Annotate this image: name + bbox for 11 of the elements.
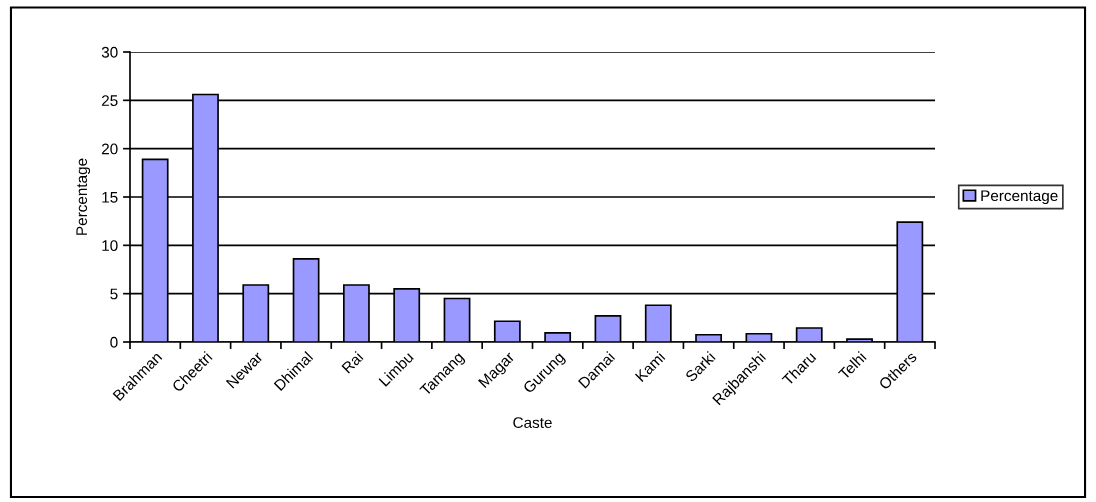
x-axis-title: Caste bbox=[513, 417, 552, 428]
legend-label: Percentage bbox=[981, 190, 1058, 205]
y-tick-label: 5 bbox=[110, 288, 118, 300]
y-tick-label: 10 bbox=[102, 240, 118, 252]
y-tick-label: 15 bbox=[102, 192, 118, 203]
y-tick-label: 30 bbox=[101, 46, 118, 58]
y-tick-label: 25 bbox=[101, 95, 118, 107]
y-tick-label: 20 bbox=[101, 143, 118, 155]
y-axis-title: Percentage bbox=[76, 158, 91, 235]
y-tick-label: 0 bbox=[110, 336, 118, 348]
x-tick-label: Rai bbox=[341, 351, 364, 374]
